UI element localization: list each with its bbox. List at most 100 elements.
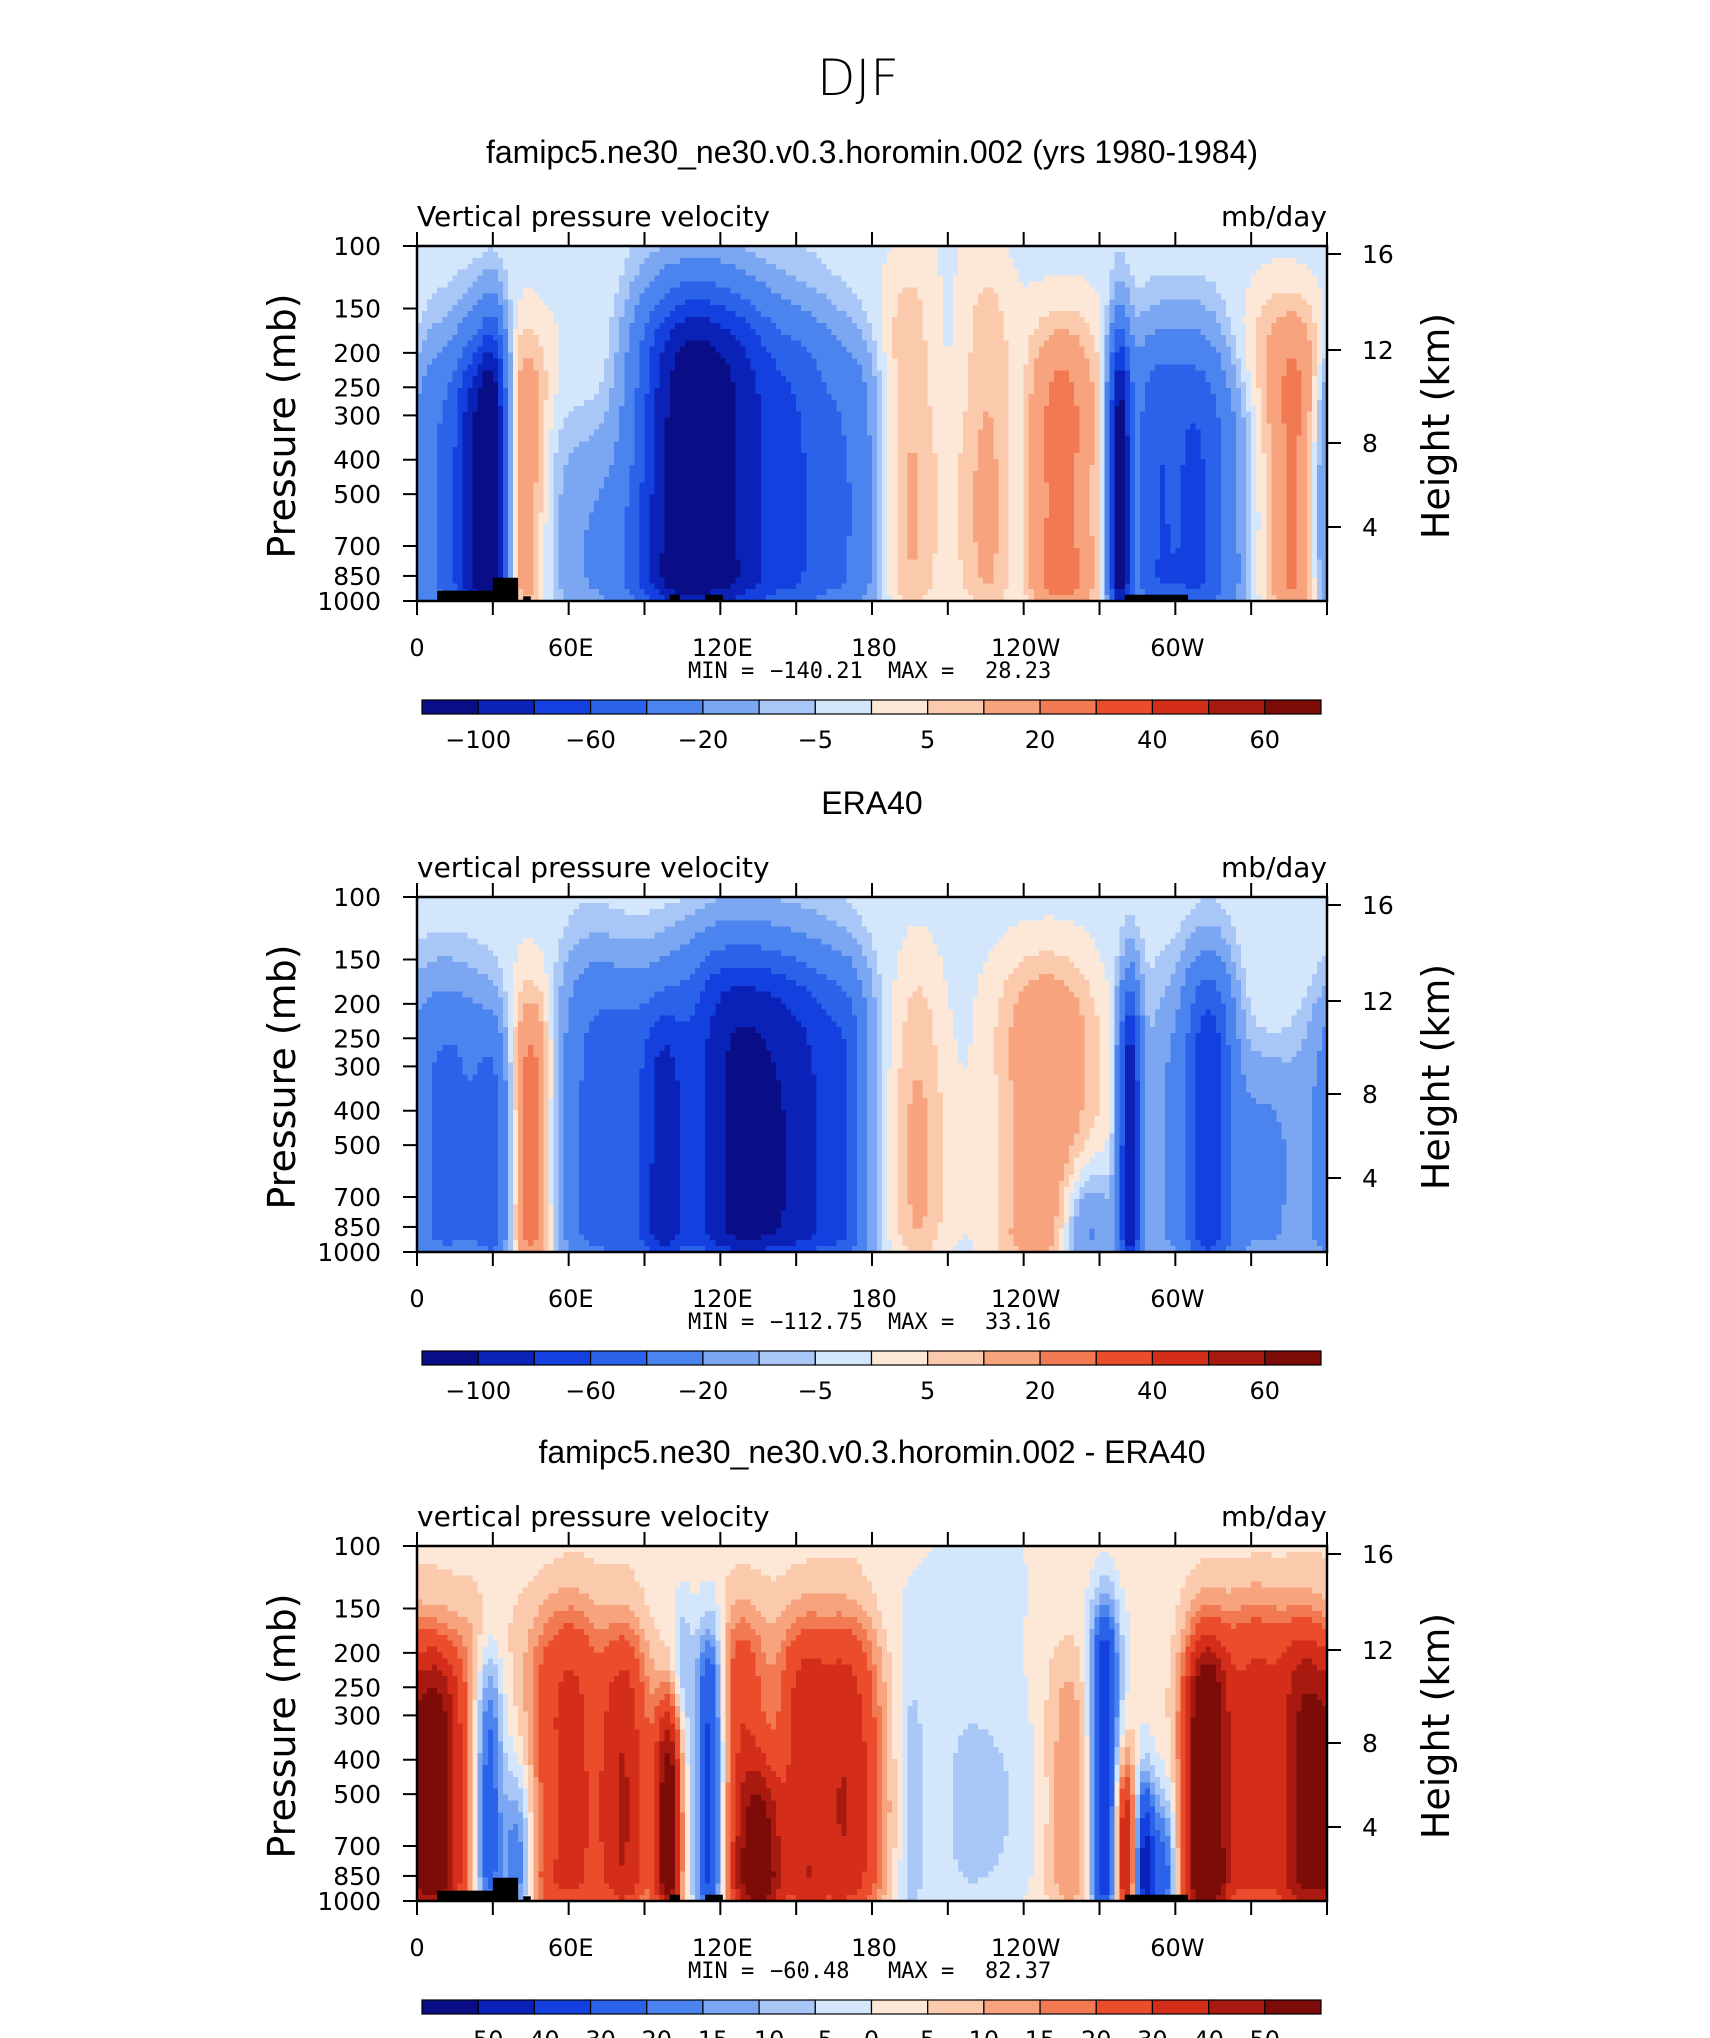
contour-cell [1029,299,1034,305]
contour-cell [564,364,569,370]
contour-cell [695,335,700,341]
contour-cell [1069,305,1074,311]
contour-cell [1221,329,1226,335]
contour-cell [1039,276,1044,282]
contour-cell [422,406,427,412]
contour-cell [872,406,877,412]
contour-cell [624,293,629,299]
contour-cell [1049,270,1054,276]
contour-cell [928,382,933,388]
contour-cell [816,388,821,394]
contour-cell [1089,394,1094,400]
contour-cell [1120,276,1125,282]
contour-cell [468,353,473,359]
contour-cell [1009,382,1014,388]
contour-cell [498,270,503,276]
contour-cell [604,282,609,288]
contour-cell [1160,347,1165,353]
contour-cell [1241,270,1246,276]
contour-cell [574,311,579,317]
contour-cell [741,305,746,311]
contour-cell [1120,282,1125,288]
contour-cell [756,293,761,299]
contour-cell [1034,353,1039,359]
contour-cell [680,311,685,317]
contour-cell [710,388,715,394]
contour-cell [670,358,675,364]
contour-cell [503,341,508,347]
contour-cell [574,323,579,329]
contour-cell [660,353,665,359]
contour-cell [447,287,452,293]
contour-cell [432,406,437,412]
contour-cell [867,323,872,329]
contour-cell [1044,323,1049,329]
contour-cell [1150,287,1155,293]
contour-cell [1115,323,1120,329]
contour-cell [1317,311,1322,317]
contour-cell [1312,282,1317,288]
contour-cell [634,406,639,412]
contour-cell [554,341,559,347]
contour-cell [1165,270,1170,276]
contour-cell [594,270,599,276]
contour-cell [695,353,700,359]
contour-cell [624,358,629,364]
contour-cell [786,317,791,323]
contour-cell [1175,358,1180,364]
contour-cell [816,358,821,364]
contour-cell [690,293,695,299]
contour-cell [746,347,751,353]
contour-cell [1059,388,1064,394]
contour-cell [463,305,468,311]
contour-cell [422,293,427,299]
contour-cell [594,311,599,317]
contour-cell [1251,347,1256,353]
contour-cell [589,358,594,364]
contour-cell [781,341,786,347]
contour-cell [1246,282,1251,288]
contour-cell [680,376,685,382]
contour-cell [918,252,923,258]
contour-cell [589,264,594,270]
contour-cell [1044,353,1049,359]
contour-cell [452,264,457,270]
contour-cell [1003,406,1008,412]
contour-cell [796,364,801,370]
contour-cell [852,299,857,305]
contour-cell [1084,394,1089,400]
contour-cell [690,287,695,293]
contour-cell [1115,353,1120,359]
contour-cell [867,264,872,270]
contour-cell [827,370,832,376]
contour-cell [690,299,695,305]
contour-cell [862,287,867,293]
contour-cell [1039,394,1044,400]
contour-cell [594,347,599,353]
contour-cell [827,282,832,288]
contour-cell [422,258,427,264]
contour-cell [1064,364,1069,370]
contour-cell [1302,311,1307,317]
contour-cell [1130,293,1135,299]
contour-cell [523,252,528,258]
contour-cell [589,317,594,323]
contour-cell [1003,335,1008,341]
contour-cell [498,305,503,311]
contour-cell [872,382,877,388]
contour-cell [508,376,513,382]
contour-cell [1140,287,1145,293]
contour-cell [1276,358,1281,364]
contour-cell [705,364,710,370]
contour-cell [918,376,923,382]
contour-cell [670,323,675,329]
contour-cell [953,305,958,311]
contour-cell [1110,305,1115,311]
contour-cell [756,353,761,359]
contour-cell [1211,299,1216,305]
contour-cell [564,358,569,364]
contour-cell [1287,370,1292,376]
contour-cell [1009,335,1014,341]
contour-cell [1064,376,1069,382]
contour-cell [918,329,923,335]
